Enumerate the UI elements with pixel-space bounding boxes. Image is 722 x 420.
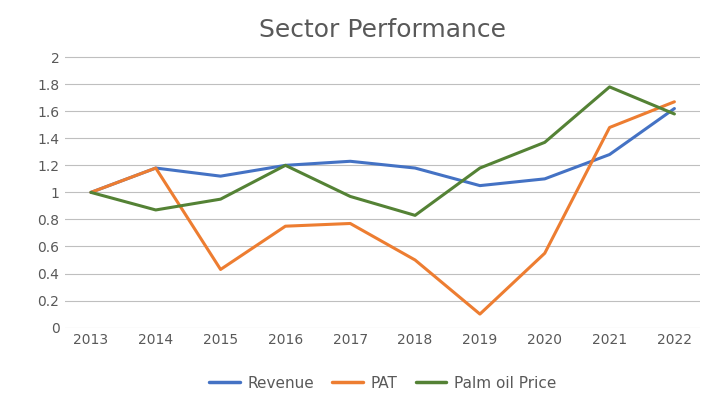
Palm oil Price [152, 207, 160, 213]
Palm oil Price [217, 197, 225, 202]
PAT [87, 190, 95, 195]
Revenue [281, 163, 290, 168]
Palm oil Price [540, 140, 549, 145]
PAT [152, 165, 160, 171]
Revenue [476, 183, 484, 188]
Revenue [152, 165, 160, 171]
Revenue [87, 190, 95, 195]
Revenue [411, 165, 419, 171]
Revenue [217, 173, 225, 178]
Palm oil Price [281, 163, 290, 168]
Legend: Revenue, PAT, Palm oil Price: Revenue, PAT, Palm oil Price [203, 370, 562, 398]
Revenue [540, 176, 549, 181]
PAT [217, 267, 225, 272]
Palm oil Price [87, 190, 95, 195]
Palm oil Price [411, 213, 419, 218]
Line: Revenue: Revenue [91, 108, 674, 192]
PAT [540, 251, 549, 256]
Palm oil Price [605, 84, 614, 89]
Revenue [670, 106, 679, 111]
Palm oil Price [476, 165, 484, 171]
PAT [476, 312, 484, 317]
Line: PAT: PAT [91, 102, 674, 314]
Line: Palm oil Price: Palm oil Price [91, 87, 674, 215]
Palm oil Price [346, 194, 355, 199]
PAT [411, 257, 419, 262]
PAT [605, 125, 614, 130]
Title: Sector Performance: Sector Performance [259, 18, 506, 42]
Revenue [605, 152, 614, 157]
Revenue [346, 159, 355, 164]
PAT [281, 224, 290, 229]
PAT [346, 221, 355, 226]
Palm oil Price [670, 111, 679, 116]
PAT [670, 99, 679, 104]
